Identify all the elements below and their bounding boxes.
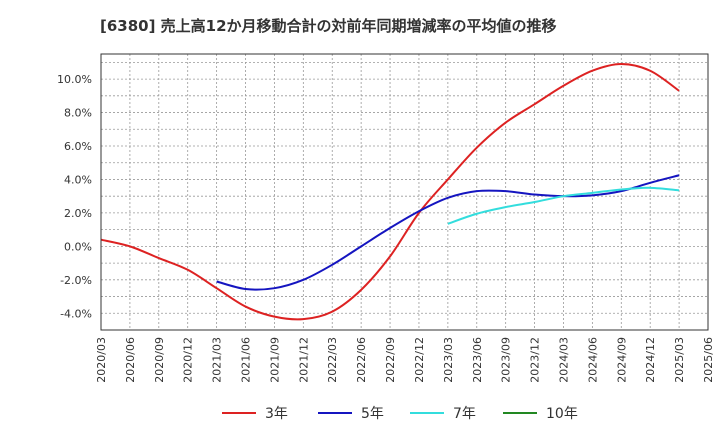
x-tick-label: 2023/03 bbox=[442, 337, 455, 383]
y-tick-label: -2.0% bbox=[60, 274, 92, 287]
legend-label: 7年 bbox=[453, 406, 476, 422]
x-axis-ticks: 2020/03 2020/06 2020/09 2020/12 2021/03 2021/… bbox=[95, 337, 715, 383]
x-tick-label: 2022/12 bbox=[413, 337, 426, 383]
x-tick-label: 2024/06 bbox=[586, 337, 599, 383]
x-tick-label: 2024/03 bbox=[557, 337, 570, 383]
y-tick-label: 10.0% bbox=[57, 73, 92, 86]
legend: 3年 5年 7年 10年 bbox=[222, 406, 578, 422]
x-tick-label: 2025/06 bbox=[702, 337, 715, 383]
y-tick-label: 0.0% bbox=[64, 240, 92, 253]
y-tick-label: 4.0% bbox=[64, 173, 92, 186]
chart-title: [6380] 売上高12か月移動合計の対前年同期増減率の平均値の推移 bbox=[100, 17, 557, 35]
y-tick-label: 6.0% bbox=[64, 140, 92, 153]
x-tick-label: 2021/12 bbox=[297, 337, 310, 383]
x-tick-label: 2021/09 bbox=[268, 337, 281, 383]
legend-label: 10年 bbox=[546, 406, 578, 422]
x-tick-label: 2025/03 bbox=[673, 337, 686, 383]
series-line-0 bbox=[100, 63, 680, 321]
plot-area-frame bbox=[100, 53, 709, 331]
y-axis-ticks: -4.0% -2.0% 0.0% 2.0% 4.0% 6.0% 8.0% 10.0% bbox=[57, 73, 92, 320]
x-tick-label: 2022/09 bbox=[384, 337, 397, 383]
x-tick-label: 2020/03 bbox=[95, 337, 108, 383]
legend-label: 3年 bbox=[265, 406, 288, 422]
x-tick-label: 2022/03 bbox=[326, 337, 339, 383]
x-tick-label: 2021/03 bbox=[211, 337, 224, 383]
x-tick-label: 2024/09 bbox=[615, 337, 628, 383]
x-tick-label: 2020/12 bbox=[182, 337, 195, 383]
x-tick-label: 2020/09 bbox=[153, 337, 166, 383]
x-tick-label: 2023/12 bbox=[529, 337, 542, 383]
series-lines bbox=[100, 63, 680, 321]
series-line-1 bbox=[216, 174, 680, 291]
y-tick-label: 8.0% bbox=[64, 107, 92, 120]
x-tick-label: 2021/06 bbox=[240, 337, 253, 383]
x-tick-label: 2020/06 bbox=[124, 337, 137, 383]
y-tick-label: -4.0% bbox=[60, 307, 92, 320]
series-line-2 bbox=[447, 186, 680, 225]
y-tick-label: 2.0% bbox=[64, 207, 92, 220]
x-tick-label: 2022/06 bbox=[355, 337, 368, 383]
x-tick-label: 2024/12 bbox=[644, 337, 657, 383]
grid bbox=[101, 54, 708, 330]
x-tick-label: 2023/09 bbox=[500, 337, 513, 383]
legend-label: 5年 bbox=[361, 406, 384, 422]
x-tick-label: 2023/06 bbox=[471, 337, 484, 383]
